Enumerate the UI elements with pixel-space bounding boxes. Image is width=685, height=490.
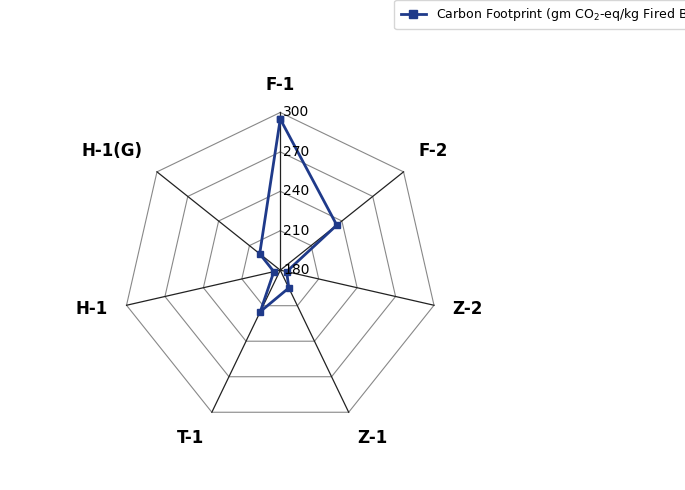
Legend: Carbon Footprint (gm CO$_2$-eq/kg Fired Brick): Carbon Footprint (gm CO$_2$-eq/kg Fired … <box>395 0 685 29</box>
Text: 270: 270 <box>284 145 310 159</box>
Text: 300: 300 <box>284 105 310 120</box>
Text: Z-2: Z-2 <box>453 300 483 318</box>
Text: H-1(G): H-1(G) <box>82 142 142 160</box>
Text: F-2: F-2 <box>419 142 448 160</box>
Text: 240: 240 <box>284 184 310 198</box>
Text: 180: 180 <box>284 263 310 277</box>
Text: Z-1: Z-1 <box>357 429 387 447</box>
Text: H-1: H-1 <box>76 300 108 318</box>
Text: T-1: T-1 <box>176 429 203 447</box>
Text: F-1: F-1 <box>266 75 295 94</box>
Text: 210: 210 <box>284 224 310 238</box>
